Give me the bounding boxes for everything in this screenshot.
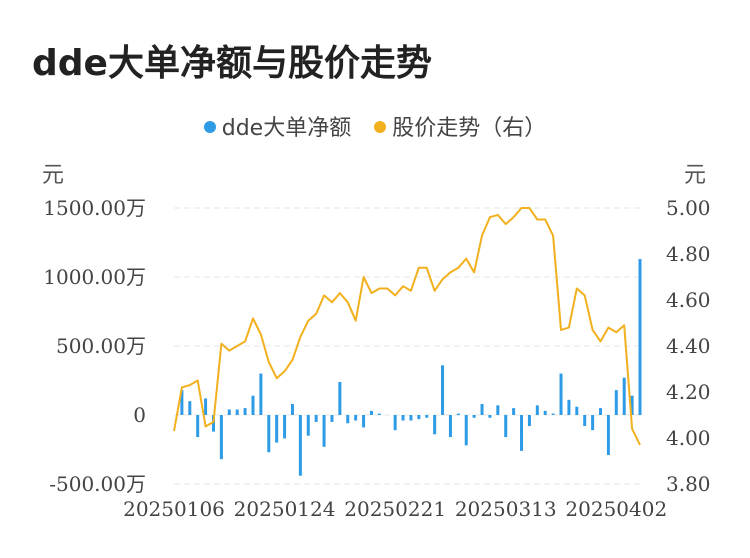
left-tick-label-1: 1000.00万 [43,265,146,289]
bar-51 [575,406,579,415]
legend-item-price[interactable]: 股价走势（右） [374,110,546,142]
bar-44 [520,415,524,451]
bar-47 [543,410,547,415]
bar-17 [306,415,310,436]
bar-55 [606,415,610,456]
bar-series [180,259,642,476]
bar-18 [314,415,318,422]
bar-41 [496,405,500,415]
bar-1 [180,390,184,415]
left-tick-label-4: -500.00万 [49,472,146,496]
legend-dot-price-icon [374,121,387,133]
bar-54 [599,408,603,415]
bar-26 [377,413,381,415]
left-tick-label-2: 500.00万 [56,334,146,358]
bar-46 [535,405,539,415]
bar-8 [235,409,239,415]
bar-16 [298,415,302,476]
right-tick-label-1: 4.80 [666,242,711,266]
line-series [173,207,641,446]
bar-48 [551,413,555,415]
x-tick-label-3: 20250313 [455,497,557,521]
left-tick-label-3: 0 [133,403,146,427]
right-tick-label-5: 4.00 [666,426,711,450]
bar-11 [259,373,263,415]
legend-label-price: 股价走势（右） [392,116,547,141]
bar-57 [622,377,626,415]
bar-21 [338,381,342,415]
bar-36 [456,413,460,415]
bar-7 [227,409,231,415]
left-axis-ticks: 1500.00万 1000.00万 500.00万 0 -500.00万 [43,196,146,496]
bar-3 [196,415,200,438]
bar-43 [512,408,516,415]
x-axis-ticks: 20250106 20250124 20250221 20250313 20250402 [123,497,667,521]
legend-item-dde[interactable]: dde大单净额 [203,110,352,142]
bar-30 [409,415,413,421]
right-tick-label-4: 4.20 [666,380,711,404]
right-tick-label-6: 3.80 [666,472,711,496]
bar-23 [354,415,358,421]
bar-56 [614,390,618,415]
legend-label-dde: dde大单净额 [221,116,352,141]
bar-32 [425,415,429,418]
bar-50 [567,399,571,415]
right-tick-label-3: 4.40 [666,334,711,358]
bar-45 [527,415,531,427]
x-tick-label-4: 20250402 [565,497,667,521]
x-tick-label-2: 20250221 [344,497,446,521]
bar-2 [188,401,192,415]
bar-29 [401,415,405,421]
right-tick-label-0: 5.00 [666,196,711,220]
legend-dot-dde-icon [203,121,216,133]
right-axis-unit: 元 [684,163,707,188]
grid-lines [174,207,640,485]
bar-14 [283,415,287,439]
bar-49 [559,373,563,415]
bar-24 [362,415,366,428]
bar-22 [346,415,350,424]
right-axis-ticks: 5.00 4.80 4.60 4.40 4.20 4.00 3.80 [666,196,711,496]
x-tick-label-0: 20250106 [123,497,225,521]
bar-28 [393,415,397,431]
bar-35 [448,415,452,438]
bar-12 [267,415,271,453]
bar-13 [275,415,279,443]
bar-25 [369,410,373,415]
bar-33 [433,415,437,435]
right-tick-label-2: 4.60 [666,288,711,312]
bar-39 [480,403,484,415]
bar-5 [211,415,215,432]
bar-59 [638,259,642,415]
bar-34 [441,365,445,415]
bar-52 [583,415,587,427]
bar-20 [330,415,334,422]
bar-40 [488,415,492,418]
bar-38 [472,415,476,418]
chart-legend: dde大单净额 股价走势（右） [0,110,750,142]
left-axis-unit: 元 [42,163,65,188]
bar-10 [251,395,255,415]
bar-37 [464,415,468,446]
x-tick-label-1: 20250124 [234,497,336,521]
page-title: dde大单净额与股价走势 [32,43,432,84]
bar-4 [204,398,208,415]
bar-15 [290,403,294,415]
left-tick-label-0: 1500.00万 [43,196,146,220]
bar-53 [591,415,595,431]
bar-9 [243,408,247,415]
bar-42 [504,415,508,438]
bar-31 [417,415,421,420]
bar-19 [322,415,326,447]
bar-58 [630,395,634,415]
price-line [173,207,641,446]
bar-6 [219,415,223,460]
